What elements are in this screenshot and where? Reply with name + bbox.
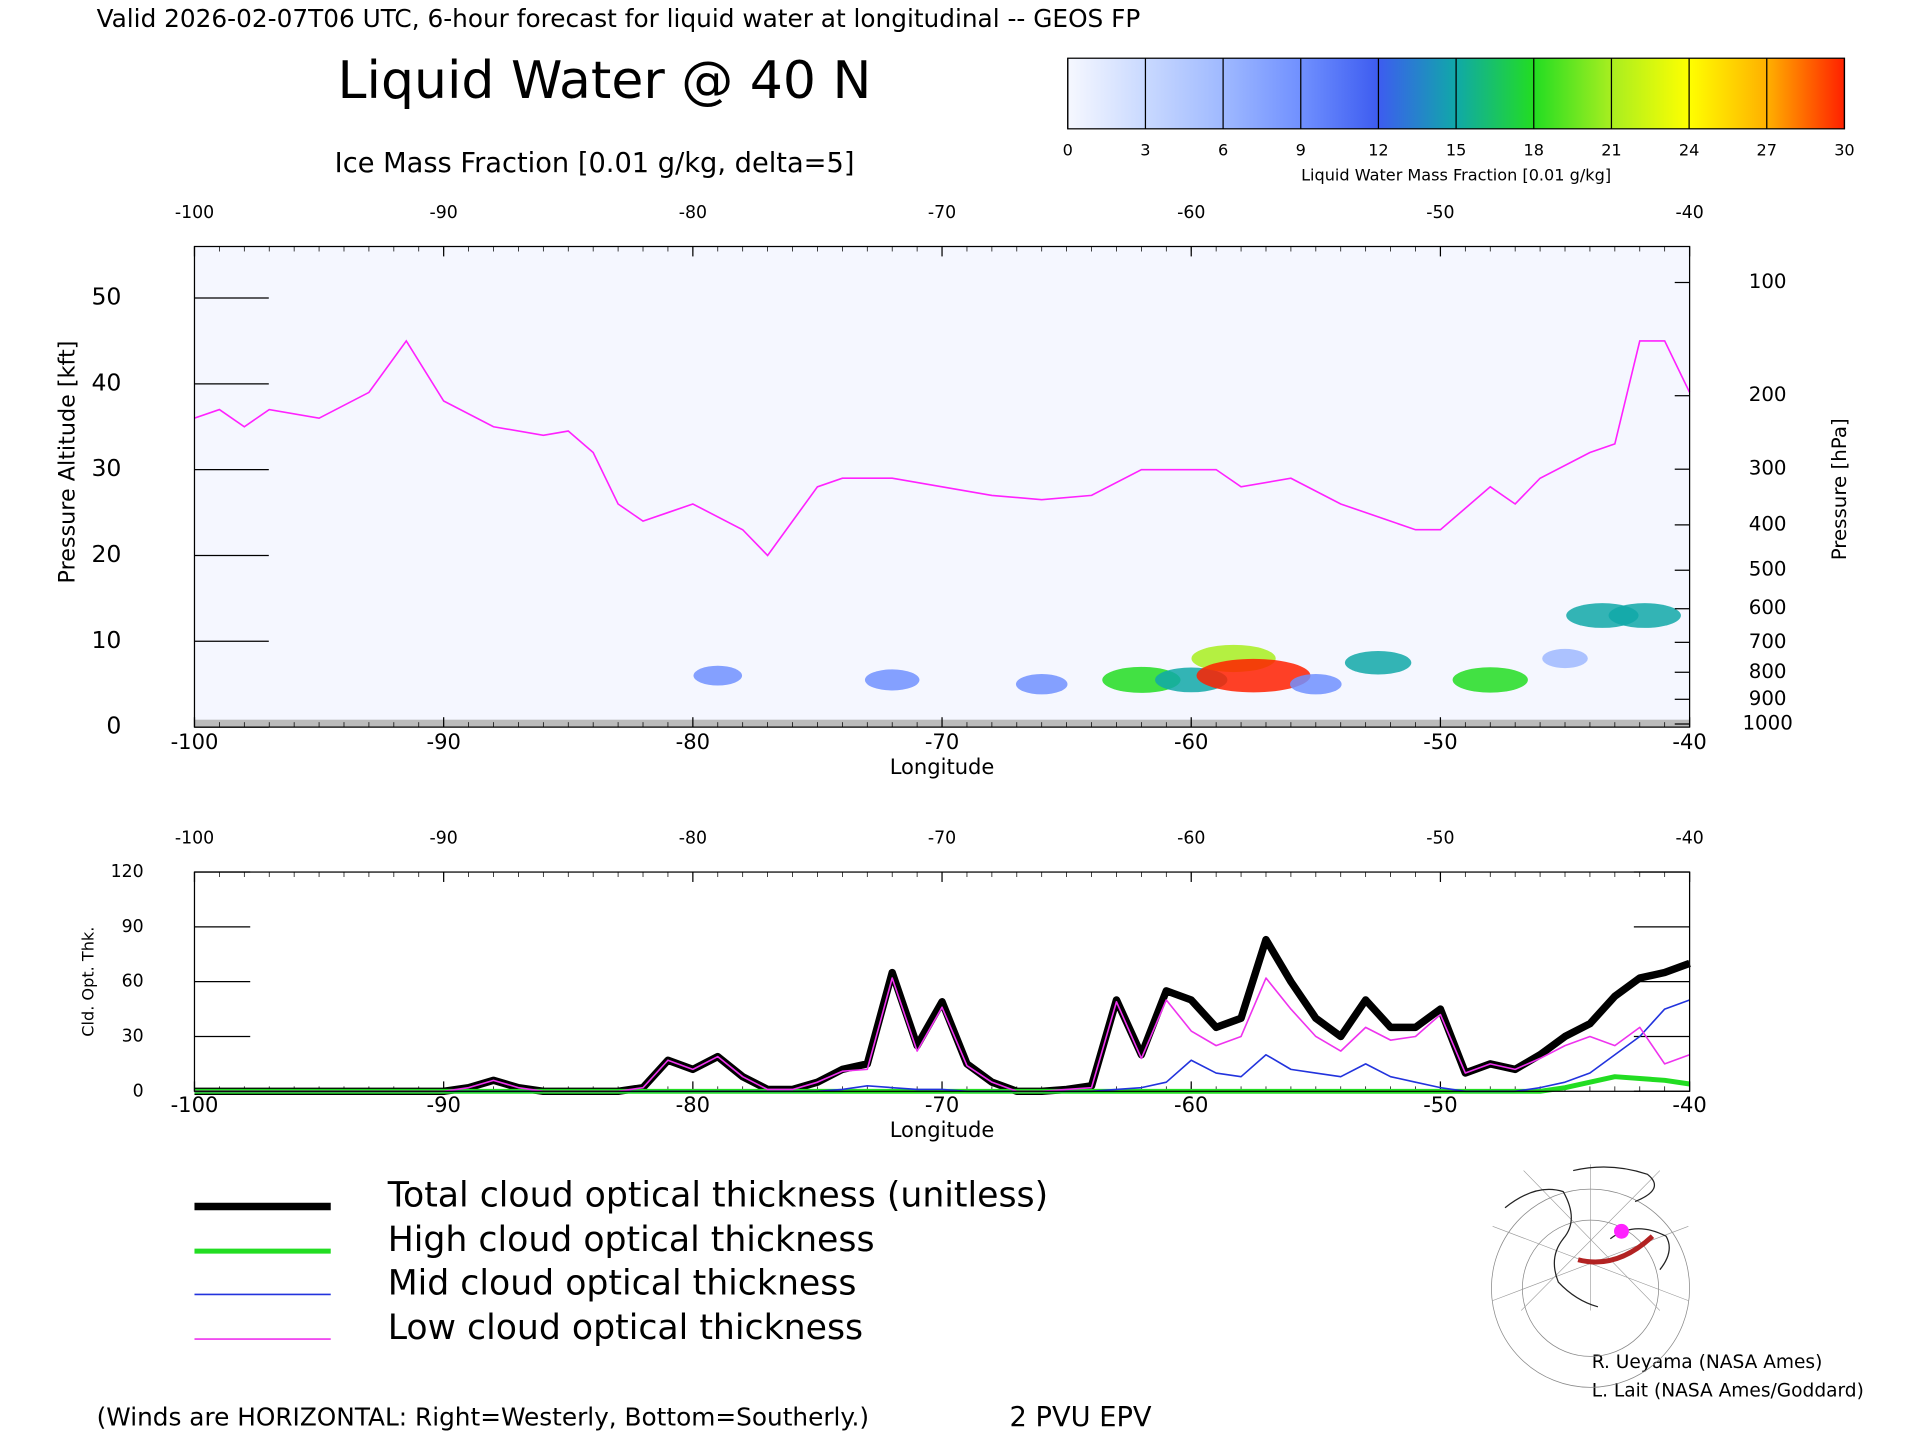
y-tick-label: 40: [91, 368, 121, 396]
map-section-line: [1577, 1234, 1655, 1265]
x-tick-label: -100: [171, 1092, 219, 1117]
y-axis-label: Pressure Altitude [kft]: [55, 341, 81, 584]
liquid-water-patch: [1542, 648, 1588, 669]
chart-subtitle: Ice Mass Fraction [0.01 g/kg, delta=5]: [335, 148, 855, 179]
colorbar-tick-label: 9: [1296, 141, 1306, 160]
plot-frame: [193, 871, 1691, 1092]
x-tick-label-top: -40: [1675, 203, 1703, 223]
x-tick-label: -90: [426, 1092, 460, 1117]
colorbar-tick-label: 24: [1679, 141, 1699, 160]
legend-label: 2 PVU EPV: [1010, 1402, 1152, 1433]
liquid-water-patch: [1452, 667, 1528, 693]
legend-label: Low cloud optical thickness: [388, 1308, 863, 1348]
series-line: [194, 935, 1691, 1096]
x-tick-label-top: -100: [175, 203, 214, 223]
y-tick-label: 10: [91, 626, 121, 654]
x-tick-label-top: -70: [928, 829, 956, 849]
liquid-water-patch: [864, 669, 920, 691]
x-tick-label: -90: [426, 729, 460, 754]
y2-tick-label: 1000: [1742, 712, 1792, 735]
y2-tick-label: 600: [1749, 596, 1787, 619]
x-tick-label: -80: [676, 729, 710, 754]
y2-axis-label: Pressure [hPa]: [1828, 418, 1851, 560]
x-tick-label-top: -100: [175, 829, 214, 849]
legend-label: Mid cloud optical thickness: [388, 1264, 857, 1304]
y-tick-label: 0: [106, 712, 121, 740]
x-axis-label: Longitude: [890, 754, 995, 779]
liquid-water-patch: [1196, 658, 1311, 693]
x-tick-label-top: -80: [679, 829, 707, 849]
x-tick-label-top: -60: [1177, 203, 1205, 223]
note: (Winds are HORIZONTAL: Right=Westerly, B…: [97, 1402, 869, 1431]
liquid-water-patch: [1344, 650, 1412, 675]
x-axis-label: Longitude: [890, 1117, 995, 1142]
x-tick-label: -70: [925, 729, 959, 754]
y2-tick-label: 800: [1749, 660, 1787, 683]
credit: R. Ueyama (NASA Ames): [1592, 1352, 1823, 1373]
x-tick-label-top: -50: [1426, 203, 1454, 223]
epv-line: [194, 339, 1691, 557]
x-tick-label: -100: [171, 729, 219, 754]
x-tick-label: -50: [1423, 729, 1457, 754]
header: Valid 2026-02-07T06 UTC, 6-hour forecast…: [97, 4, 1141, 33]
y2-tick-label: 200: [1749, 383, 1787, 406]
liquid-water-patch: [693, 665, 743, 686]
x-tick-label: -60: [1174, 1092, 1208, 1117]
colorbar-tick-label: 15: [1446, 141, 1466, 160]
y-tick-label: 20: [91, 540, 121, 568]
x-tick-label: -80: [676, 1092, 710, 1117]
x-tick-label-top: -40: [1675, 829, 1703, 849]
x-tick-label-top: -60: [1177, 829, 1205, 849]
colorbar-label: Liquid Water Mass Fraction [0.01 g/kg]: [1301, 165, 1611, 184]
y2-tick-label: 400: [1749, 512, 1787, 535]
x-tick-label-top: -50: [1426, 829, 1454, 849]
legend-label: High cloud optical thickness: [388, 1220, 875, 1260]
liquid-water-patch: [1290, 673, 1342, 695]
colorbar-tick-label: 6: [1218, 141, 1228, 160]
x-tick-label-top: -80: [679, 203, 707, 223]
y2-tick-label: 100: [1749, 270, 1787, 293]
chart-title: Liquid Water @ 40 N: [338, 51, 872, 111]
x-tick-label: -70: [925, 1092, 959, 1117]
colorbar-tick-label: 12: [1368, 141, 1388, 160]
y2-tick-label: 500: [1749, 558, 1787, 581]
x-tick-label: -50: [1423, 1092, 1457, 1117]
liquid-water-patch: [1608, 603, 1681, 628]
map-marker: [1614, 1223, 1629, 1239]
y2-tick-label: 700: [1749, 630, 1787, 653]
y-tick-label: 60: [122, 972, 144, 992]
liquid-water-patch: [1015, 673, 1068, 695]
x-tick-label-top: -90: [430, 203, 458, 223]
x-tick-label-top: -90: [430, 829, 458, 849]
y-tick-label: 120: [111, 862, 144, 882]
x-tick-label-top: -70: [928, 203, 956, 223]
y-axis-label: Cld. Opt. Thk.: [79, 927, 98, 1037]
colorbar-tick-label: 27: [1757, 141, 1777, 160]
colorbar-tick-label: 3: [1140, 141, 1150, 160]
y-tick-label: 0: [133, 1081, 144, 1101]
y-tick-label: 30: [91, 454, 121, 482]
colorbar-tick-label: 21: [1601, 141, 1621, 160]
y2-tick-label: 300: [1749, 457, 1787, 480]
credit: L. Lait (NASA Ames/Goddard): [1592, 1381, 1864, 1402]
legend-label: Total cloud optical thickness (unitless): [387, 1176, 1048, 1216]
y-tick-label: 30: [122, 1026, 144, 1046]
locator-map: [1491, 1161, 1690, 1388]
colorbar-tick-label: 30: [1834, 141, 1854, 160]
y-tick-label: 90: [122, 917, 144, 937]
series-line: [194, 999, 1690, 1093]
y-tick-label: 50: [91, 282, 121, 310]
colorbar-tick-label: 18: [1524, 141, 1544, 160]
x-tick-label: -60: [1174, 729, 1208, 754]
x-tick-label: -40: [1672, 1092, 1706, 1117]
y2-tick-label: 900: [1749, 687, 1787, 710]
x-tick-label: -40: [1672, 729, 1706, 754]
colorbar-tick-label: 0: [1063, 141, 1073, 160]
